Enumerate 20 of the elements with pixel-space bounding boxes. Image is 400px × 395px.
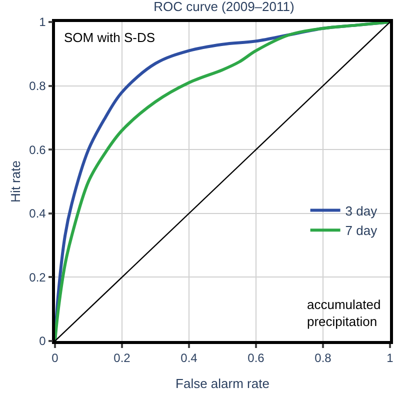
x-tick-label: 0.6 xyxy=(248,351,265,366)
y-tick-label: 0.4 xyxy=(29,206,46,221)
x-tick-label: 1 xyxy=(386,351,394,366)
x-axis-title: False alarm rate xyxy=(176,376,270,391)
x-tick-label: 0.2 xyxy=(114,351,131,366)
legend-label: 7 day xyxy=(345,223,378,238)
y-tick-label: 0.6 xyxy=(29,142,46,157)
x-tick-label: 0.8 xyxy=(314,351,332,366)
y-axis-title: Hit rate xyxy=(8,160,24,202)
legend-label: 3 day xyxy=(345,203,378,218)
x-tick-label: 0.4 xyxy=(180,351,198,366)
annotation: accumulated precipitation xyxy=(307,297,381,329)
y-tick-label: 0.8 xyxy=(29,79,46,93)
y-tick-label: 0.2 xyxy=(29,270,46,284)
y-tick-label: 0 xyxy=(39,334,46,348)
x-tick-label: 0 xyxy=(52,351,59,366)
line-series xyxy=(55,22,390,341)
y-tick-label: 1 xyxy=(39,15,46,30)
chart-title: ROC curve (2009–2011) xyxy=(154,0,294,14)
annotation: SOM with S-DS xyxy=(64,30,156,45)
